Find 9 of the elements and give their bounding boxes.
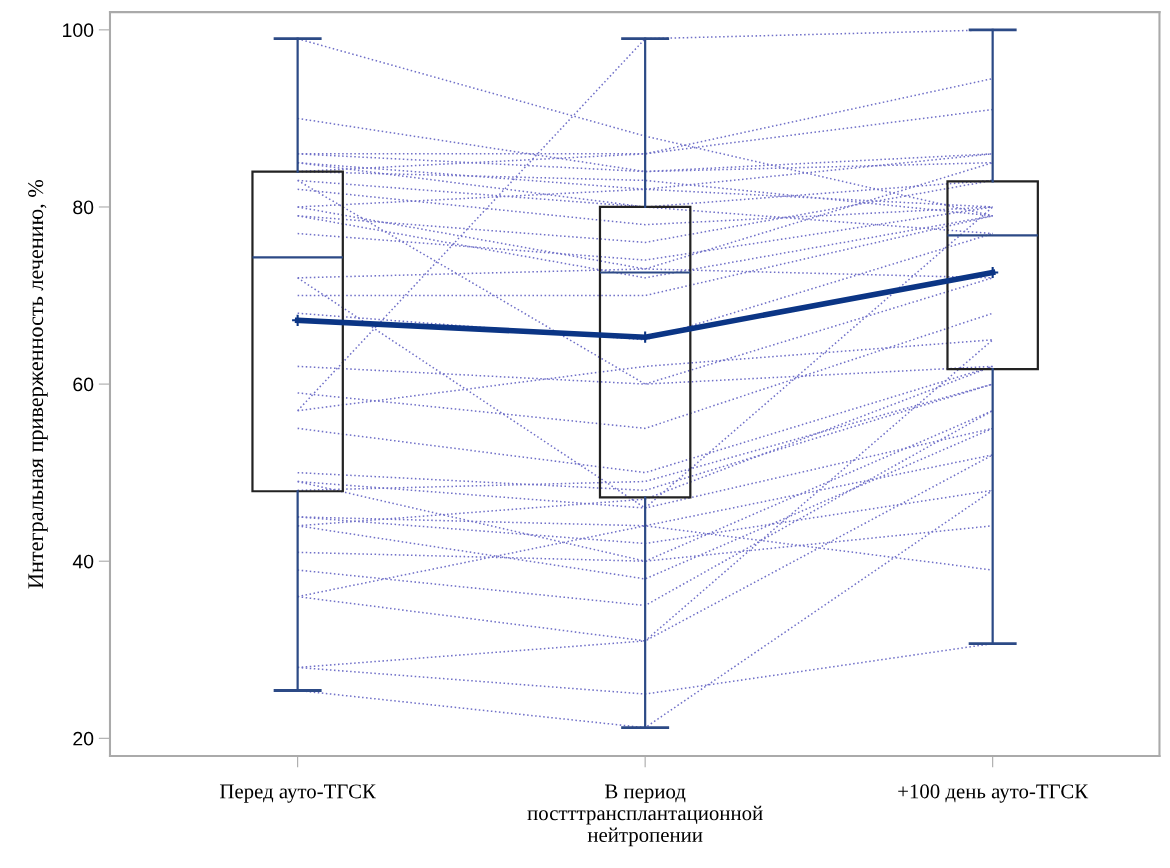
y-tick-label: 20 bbox=[73, 731, 94, 746]
y-tick-label: 80 bbox=[73, 200, 94, 215]
y-axis-title: Интегральная приверженность лечению, % bbox=[28, 179, 48, 589]
x-tick-label: В период постттрансплантационной нейтропении bbox=[527, 784, 763, 847]
x-tick-label: +100 день ауто-ТГСК bbox=[898, 784, 1089, 803]
x-tick-label: Перед ауто-ТГСК bbox=[219, 784, 376, 803]
y-tick-label: 40 bbox=[72, 554, 94, 569]
y-tick-label: 60 bbox=[73, 377, 94, 392]
y-tick-label: 100 bbox=[63, 23, 94, 38]
